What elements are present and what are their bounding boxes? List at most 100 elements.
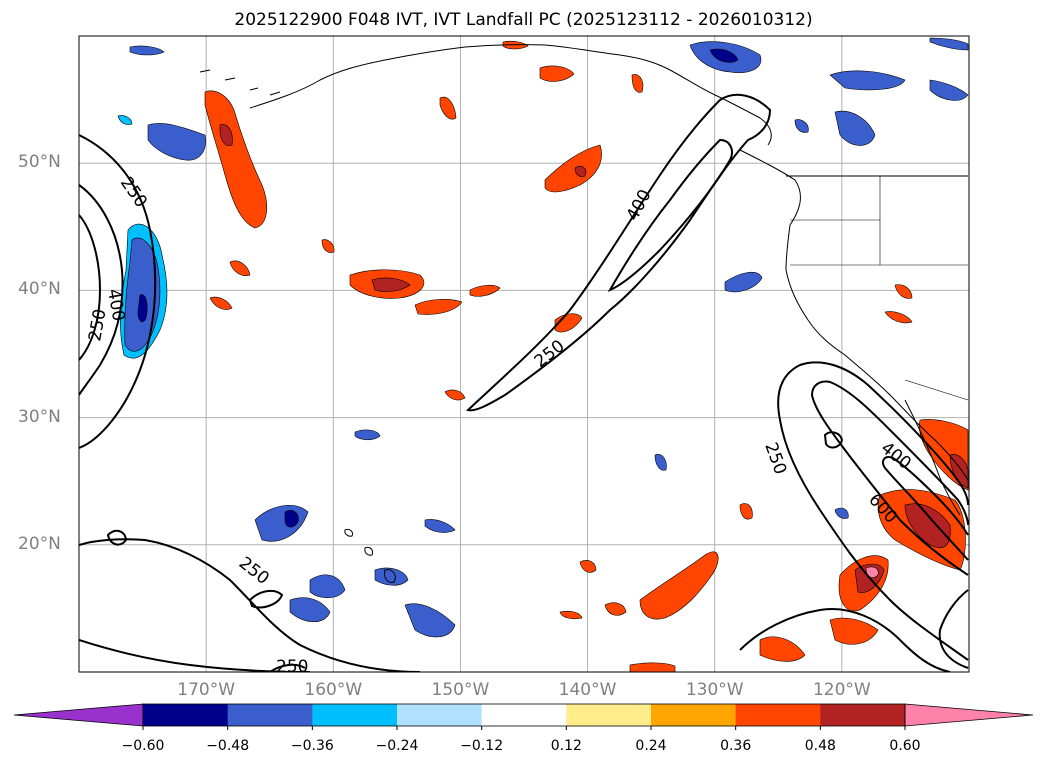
contour-250-hawaii-loop [248,589,284,609]
contour-small-loop [823,431,844,449]
pos-area-se-6 [884,311,913,324]
pos-area-aleutian-core [219,124,233,146]
colorbar-tick-label: 0.48 [804,738,836,754]
lat-tick-label: 30°N [18,406,61,427]
contour-250-bottom [269,663,306,672]
ivt-contours [79,93,969,672]
pos-area-n-1 [539,65,575,82]
neg-area-canada-4 [929,37,969,51]
pos-area-baja-core [904,503,951,548]
colorbar-tick-label: −0.12 [460,738,504,754]
contour-250-se-low [739,608,951,672]
colorbar-segment [566,704,652,726]
pos-area-mid-3 [209,296,233,310]
contour-250-southwest [79,538,421,672]
pos-area-south-1 [639,551,719,620]
neg-area-canada-3 [929,79,969,101]
contour-400-west [79,184,124,396]
lon-tick-label: 140°W [558,680,617,700]
neg-area-small-6 [117,115,133,125]
contour-250-central [466,93,772,412]
colorbar-segment [651,704,737,726]
pos-area-gulf-band [544,144,602,193]
neg-area-small-5 [794,119,809,133]
pos-area-se-4 [629,662,676,672]
contour-400-central [607,138,733,293]
hawaii-big [384,569,396,583]
colorbar-extend-max [904,703,1034,727]
colorbar [13,703,1034,730]
us-west-coast [785,269,969,481]
colorbar-tick-label: 0.24 [635,738,667,754]
lon-tick-label: 170°W [177,680,236,700]
pos-area-n-4 [631,74,644,93]
pos-area-se-3 [759,636,806,662]
pos-area-mid-4 [321,239,335,253]
lat-tick-label: 50°N [18,152,61,173]
lat-tick-label: 40°N [18,279,61,300]
neg-area-hawaii-3 [309,574,346,599]
pos-area-gulf-core [574,166,587,177]
pos-area-mexico-core [949,454,969,489]
neg-area-hawaii-5 [374,567,409,586]
colorbar-tick-label: −0.36 [290,738,334,754]
contour-400-east [810,380,969,576]
neg-area-pnw [724,271,763,293]
neg-area-canada-1 [829,70,906,91]
colorbar-tick-label: −0.60 [121,738,165,754]
colorbar-segment [481,704,567,726]
alaska-coast [249,44,772,146]
hawaii-oahu [344,529,353,537]
contour-250-west-inner [79,214,102,361]
neg-area-hawaii-core [284,510,299,528]
neg-area-small-1 [354,429,381,441]
colorbar-segment [397,704,483,726]
neg-area-hawaii-4 [404,603,456,638]
mexico-border [904,379,969,401]
baja-coast [904,399,961,516]
pos-area-south-3 [579,560,597,573]
pos-area-mid-2 [229,260,251,277]
colorbar-segment [312,704,398,726]
hawaii-maui [364,547,373,556]
lon-tick-label: 120°W [812,680,871,700]
colorbar-extend-min [13,703,144,727]
colorbar-segment [735,704,821,726]
pos-area-n-2 [439,96,457,120]
contour-250-east [777,361,969,661]
neg-area-west-coast-deep [137,294,148,323]
pos-area-se-5 [894,284,913,299]
lon-tick-label: 150°W [431,680,490,700]
pos-area-south-2 [604,602,627,616]
neg-area-small-4 [834,507,849,519]
map-title: 2025122900 F048 IVT, IVT Landfall PC (20… [234,10,813,30]
pos-area-central-core [371,277,411,292]
neg-area-alaska-core [709,48,739,63]
pos-area-n-3 [502,40,529,50]
neg-area-canada-2 [834,110,876,146]
contour-600-east [882,456,969,561]
contour-250-sw-loop [106,529,128,546]
contour-250-west [79,134,157,449]
lat-tick-label: 20°N [18,533,61,554]
colorbar-segment [820,704,906,726]
neg-area-hawaii-2 [289,597,331,623]
us-states-1 [790,219,968,266]
pos-area-band-3 [469,284,501,297]
colorbar-segment [143,704,229,726]
colorbar-segment [227,704,313,726]
neg-area-small-2 [424,519,456,533]
pos-area-se-2 [829,617,879,645]
colorbar-tick-label: 0.12 [550,738,582,754]
plot-frame [78,35,970,673]
bc-coast [739,149,801,271]
pos-area-south-4 [559,610,583,620]
contour-250-se-edge [938,589,969,669]
contour-label: 250 [276,657,308,677]
colorbar-tick-label: 0.36 [720,738,752,754]
colorbar-tick-label: 0.60 [889,738,921,754]
coastlines [199,44,969,583]
neg-area-nw-2 [129,45,165,56]
pos-area-mid-5 [444,389,466,401]
